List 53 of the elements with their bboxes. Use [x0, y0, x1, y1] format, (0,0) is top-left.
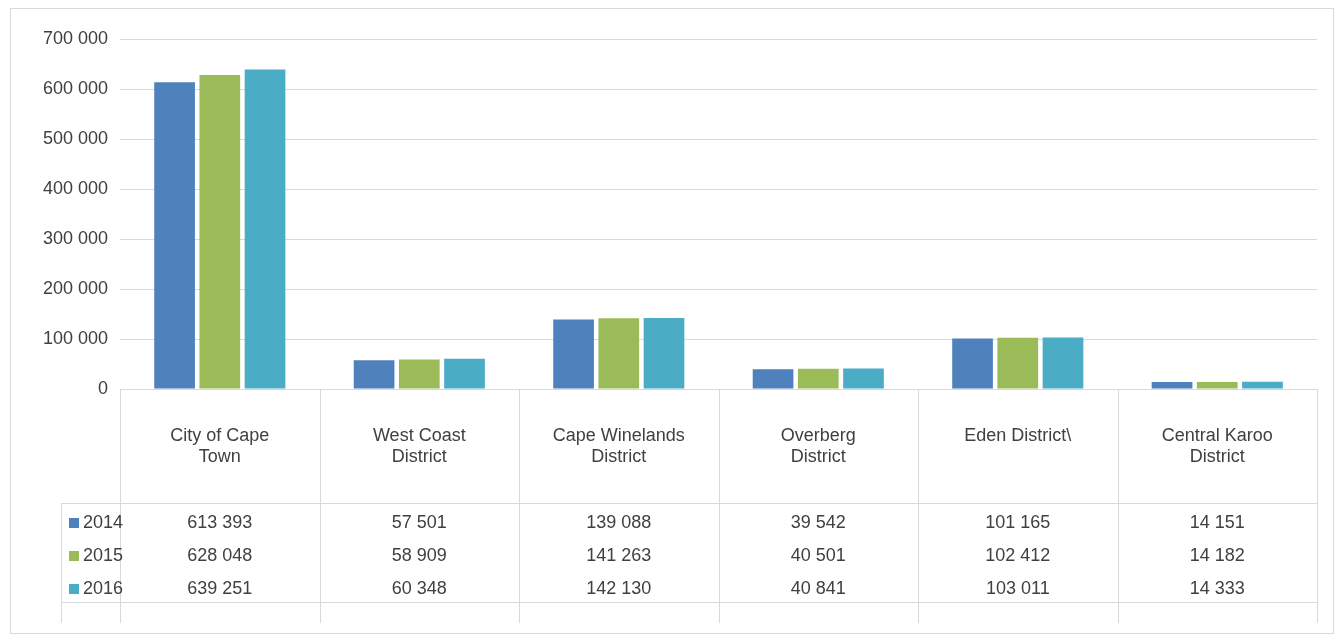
bar [353, 360, 395, 389]
data-label: 14 333 [1189, 577, 1245, 598]
bar [997, 337, 1039, 389]
legend-label: 2015 [83, 544, 124, 565]
bar [797, 368, 839, 389]
data-label: 103 011 [985, 577, 1050, 598]
bar [952, 338, 993, 389]
bar [553, 319, 594, 389]
data-label: 613 393 [187, 511, 253, 532]
data-label: 14 182 [1189, 544, 1245, 565]
bar [752, 369, 794, 389]
x-tick-label: Cape Winelands District [552, 424, 685, 467]
x-tick-label: Central Karoo District [1161, 424, 1273, 467]
data-label: 102 412 [985, 544, 1051, 565]
data-label: 141 263 [586, 544, 652, 565]
y-tick-label: 0 [98, 377, 109, 398]
data-label: 139 088 [586, 511, 652, 532]
data-label: 628 048 [187, 544, 253, 565]
data-label: 14 151 [1189, 511, 1245, 532]
data-label: 40 501 [790, 544, 846, 565]
bar [843, 368, 884, 389]
bar [154, 82, 195, 389]
x-tick-label: Overberg District [780, 424, 856, 467]
bar [1196, 381, 1238, 389]
bar [1242, 381, 1283, 389]
y-tick-label: 500 000 [42, 127, 109, 148]
bar [199, 74, 241, 389]
bar [1042, 337, 1084, 389]
x-tick-label: West Coast District [372, 424, 466, 467]
legend-label: 2014 [83, 511, 124, 532]
y-tick-label: 100 000 [42, 327, 109, 348]
bar [244, 69, 286, 389]
y-tick-label: 200 000 [42, 277, 109, 298]
data-label: 58 909 [391, 544, 447, 565]
y-tick-label: 700 000 [42, 27, 109, 48]
data-label: 40 841 [790, 577, 846, 598]
x-tick-label: Eden District\ [964, 424, 1072, 445]
bar [1151, 381, 1193, 389]
data-label: 101 165 [985, 511, 1051, 532]
y-tick-label: 400 000 [42, 177, 109, 198]
y-tick-label: 300 000 [42, 227, 109, 248]
legend-label: 2016 [83, 577, 124, 598]
bar [444, 358, 485, 389]
data-label: 639 251 [187, 577, 253, 598]
data-label: 60 348 [391, 577, 447, 598]
data-label: 39 542 [790, 511, 846, 532]
bar [598, 318, 640, 389]
data-label: 57 501 [391, 511, 447, 532]
y-tick-label: 600 000 [42, 77, 109, 98]
bar [398, 359, 440, 389]
x-tick-label: City of Cape Town [170, 424, 270, 467]
bar [643, 317, 685, 389]
data-label: 142 130 [586, 577, 652, 598]
